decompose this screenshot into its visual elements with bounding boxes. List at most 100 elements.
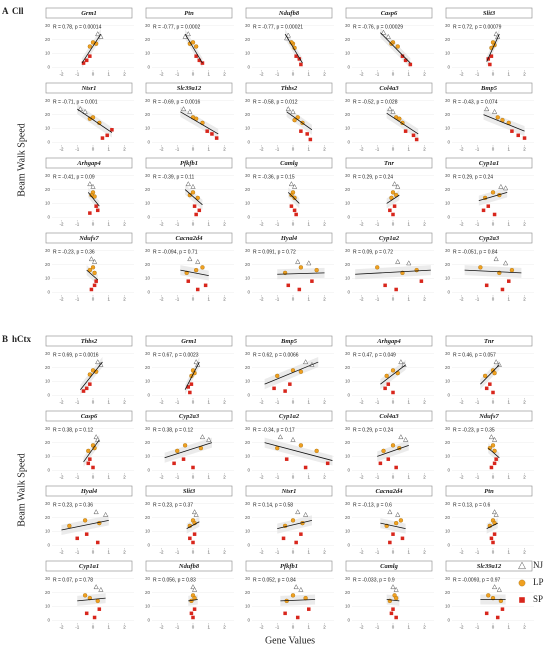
data-point [411, 133, 416, 138]
data-point [88, 382, 92, 386]
section-name: hCtx [12, 334, 32, 344]
data-point [303, 465, 308, 470]
data-point [510, 129, 514, 133]
fit-line [483, 114, 525, 132]
fit-line [184, 33, 203, 64]
y-tick-label: 30 [45, 248, 51, 253]
x-tick-label: 0 [92, 400, 95, 405]
x-tick-label: 2 [123, 147, 126, 152]
data-point [88, 211, 92, 215]
y-tick-label: 10 [45, 276, 51, 281]
x-tick-label: -1 [475, 625, 479, 630]
data-point [94, 204, 98, 208]
x-tick-label: 1 [208, 297, 211, 302]
y-tick-label: 20 [445, 112, 451, 117]
panel-header [445, 82, 533, 94]
data-point [203, 283, 208, 288]
panel-header [45, 335, 133, 347]
data-point [522, 136, 527, 140]
y-tick-label: 30 [45, 351, 51, 356]
data-point [298, 369, 304, 374]
x-tick-label: -1 [375, 400, 379, 405]
data-point [98, 586, 104, 592]
data-point [378, 461, 383, 466]
y-tick-label: 30 [145, 248, 151, 253]
fit-line [264, 442, 333, 461]
y-tick-label: 0 [347, 617, 350, 622]
data-point [88, 457, 92, 461]
x-tick-label: 1 [208, 72, 211, 77]
y-tick-label: 20 [345, 515, 351, 520]
panel-gene: Hyal4 [280, 235, 298, 242]
panel-header [145, 335, 233, 347]
stat-label: R = 0.67, p = 0.0023 [153, 352, 199, 358]
x-tick-label: -1 [275, 550, 279, 555]
data-point [495, 33, 501, 39]
data-point [84, 386, 89, 391]
data-point [93, 584, 99, 590]
y-tick-label: 0 [347, 289, 350, 294]
y-tick-label: 10 [445, 51, 451, 56]
stat-label: R = 0.29, p = 0.24 [453, 174, 493, 180]
y-tick-label: 0 [47, 392, 50, 397]
x-tick-label: -1 [75, 400, 79, 405]
fit-line [287, 192, 300, 204]
data-point [298, 443, 304, 448]
panel-gene: Tnr [384, 160, 395, 167]
x-tick-label: -1 [75, 475, 79, 480]
x-tick-label: 1 [408, 147, 411, 152]
data-point [199, 434, 206, 440]
x-tick-label: 0 [92, 72, 95, 77]
data-point [175, 448, 180, 454]
data-point [290, 593, 296, 598]
y-tick-label: 20 [345, 590, 351, 595]
data-point [381, 448, 386, 454]
data-point [206, 436, 212, 442]
data-point [283, 611, 287, 616]
stat-label: R = 0.14, p = 0.58 [253, 502, 293, 508]
x-tick-label: 0 [92, 222, 95, 227]
data-point [386, 382, 391, 386]
x-tick-label: -2 [259, 475, 263, 480]
data-point [90, 265, 96, 270]
y-tick-label: 10 [45, 604, 51, 609]
data-point [295, 258, 301, 264]
y-tick-label: 20 [145, 590, 151, 595]
x-tick-label: 1 [508, 400, 511, 405]
data-point [414, 267, 419, 273]
y-tick-label: 20 [45, 590, 51, 595]
data-point [297, 287, 302, 292]
x-tick-label: -1 [175, 147, 179, 152]
y-tick-label: 10 [245, 529, 251, 534]
stat-label: R = 0.78, p = 0.00014 [53, 24, 102, 30]
x-tick-label: 2 [323, 147, 326, 152]
data-point [290, 436, 296, 442]
panel-gene: Cyp1a1 [79, 563, 99, 570]
y-tick-label: 10 [345, 126, 351, 131]
y-tick-label: 10 [245, 276, 251, 281]
legend-marker [518, 561, 526, 570]
x-tick-label: 0 [492, 297, 495, 302]
x-tick-label: 1 [108, 147, 111, 152]
fit-line [286, 111, 313, 131]
x-tick-label: 2 [223, 147, 226, 152]
x-tick-label: 1 [508, 222, 511, 227]
data-point [391, 532, 395, 536]
fit-line [264, 361, 319, 385]
data-point [395, 511, 401, 517]
y-tick-label: 10 [345, 201, 351, 206]
x-tick-label: -1 [275, 297, 279, 302]
data-point [393, 586, 399, 592]
data-point [87, 372, 92, 377]
data-point [186, 385, 191, 389]
data-point [395, 183, 401, 189]
data-point [93, 509, 99, 515]
y-tick-label: 10 [345, 604, 351, 609]
data-point [383, 386, 387, 391]
y-tick-label: 30 [145, 23, 151, 28]
x-tick-label: 2 [523, 400, 526, 405]
data-point [299, 532, 303, 536]
y-tick-label: 30 [445, 501, 451, 506]
x-tick-label: 1 [508, 625, 511, 630]
data-point [387, 106, 393, 112]
